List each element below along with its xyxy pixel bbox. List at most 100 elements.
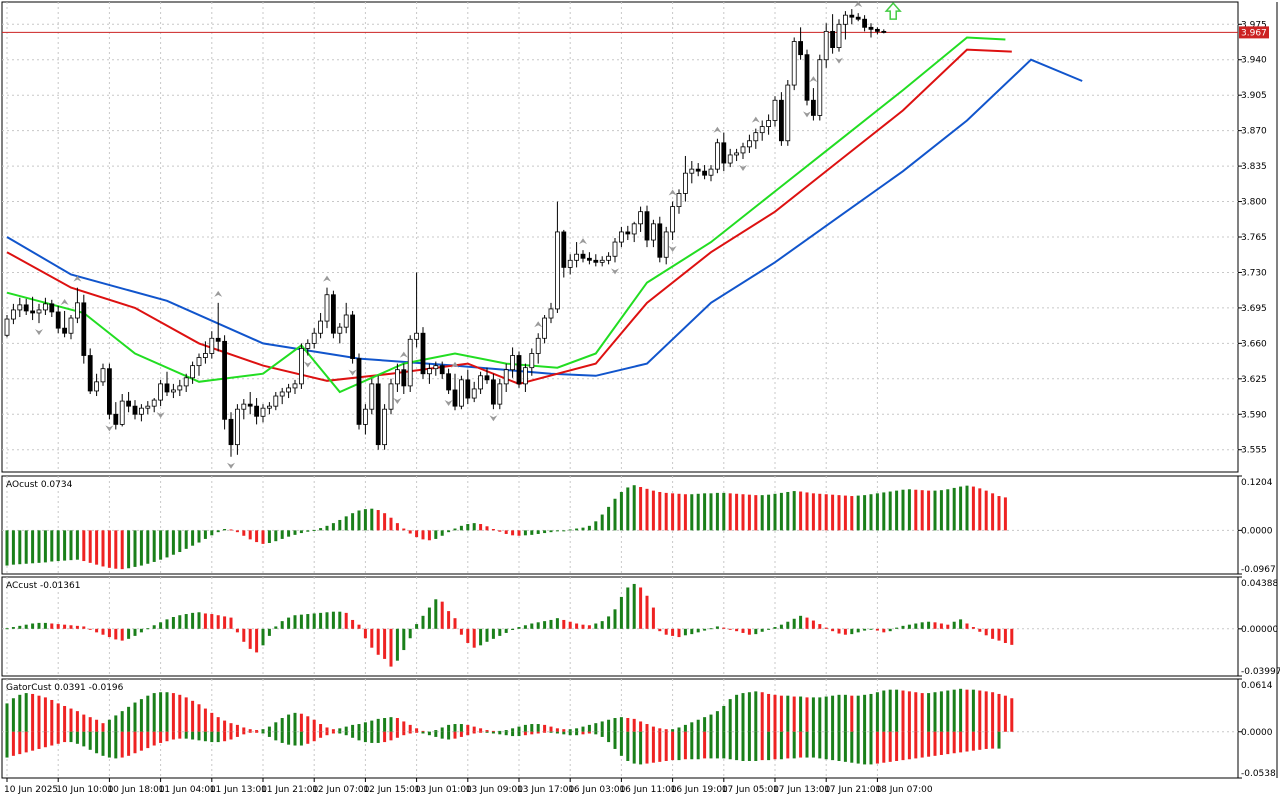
ac-bar [907, 624, 911, 629]
ao-bar [306, 530, 310, 532]
candle [804, 49, 810, 106]
ao-tick-label: 0.0000 [1241, 526, 1273, 536]
price-tick-label: 3.765 [1241, 233, 1267, 243]
ao-bar [459, 525, 463, 531]
gator-upper-bar [344, 726, 348, 732]
gator-upper-bar [907, 691, 911, 732]
time-label: 10 Jun 18:00 [107, 785, 164, 795]
ao-bar [735, 493, 739, 531]
gator-lower-bar [255, 731, 259, 733]
ac-bar [805, 617, 809, 629]
ao-bar [325, 525, 329, 531]
price-pane[interactable] [2, 1, 1238, 469]
ac-bar [639, 587, 643, 629]
ac-bar [43, 622, 47, 629]
axes: 3.975 3.940 3.905 3.870 3.835 3.800 3.765 3.730… [4, 20, 1280, 795]
ac-pane[interactable] [5, 583, 1014, 667]
gator-lower-bar [888, 731, 892, 762]
ac-bar [24, 624, 28, 629]
ao-bar [779, 492, 783, 531]
gator-upper-bar [568, 729, 572, 732]
gator-upper-bar [581, 726, 585, 732]
ao-bar [831, 494, 835, 531]
ao-pane[interactable] [5, 485, 1007, 570]
gator-upper-bar [216, 717, 220, 732]
ac-bar [1010, 628, 1014, 645]
bull-candle-body [311, 332, 317, 344]
ac-bar [491, 628, 495, 639]
ac-bar [536, 622, 540, 629]
ac-bar [888, 628, 892, 632]
gator-upper-bar [376, 718, 380, 732]
gator-upper-bar [818, 697, 822, 732]
ao-bar [760, 495, 764, 531]
ac-bar [613, 609, 617, 629]
bull-candle-body [234, 408, 240, 446]
gator-lower-bar [95, 731, 99, 754]
bull-candle-body [94, 381, 99, 392]
ac-bar [229, 617, 233, 629]
gator-lower-bar [933, 731, 937, 756]
ao-bar [767, 494, 771, 531]
ac-bar [248, 628, 252, 649]
ac-bar [869, 628, 873, 630]
gator-lower-bar [261, 731, 265, 734]
ao-bar [997, 496, 1001, 531]
fractal-down-icon [835, 57, 843, 64]
ao-bar [971, 486, 975, 531]
gator-lower-bar [645, 731, 649, 764]
ac-bar [683, 628, 687, 636]
ac-bar [165, 619, 169, 629]
ao-bar [805, 492, 809, 531]
gator-upper-bar [920, 693, 924, 732]
ac-bar [159, 622, 163, 629]
ac-bar [850, 628, 854, 635]
gator-upper-bar [299, 713, 303, 732]
bear-candle-body [644, 211, 650, 241]
gator-lower-bar [280, 731, 284, 743]
ac-bar [530, 623, 534, 629]
gator-upper-bar [178, 694, 182, 732]
gator-upper-bar [101, 723, 105, 732]
candle [663, 226, 669, 265]
gator-upper-bar [991, 692, 995, 732]
ao-tick-label: 0.1204 [1241, 478, 1273, 488]
candle [516, 351, 522, 388]
time-label: 16 Jun 03:00 [568, 785, 625, 795]
gator-lower-bar [357, 731, 361, 741]
candle [497, 378, 503, 410]
gator-upper-bar [383, 718, 387, 732]
gator-upper-bar [18, 694, 22, 732]
gator-lower-bar [594, 731, 598, 735]
bull-candle-body [548, 308, 554, 319]
gator-lower-bar [88, 731, 92, 750]
candle [721, 132, 727, 172]
bear-candle-body [356, 358, 362, 425]
ao-bar [319, 528, 323, 531]
fractal-up-icon [73, 275, 82, 282]
bear-candle-body [804, 54, 810, 101]
fractal-up-icon [214, 290, 223, 297]
ac-bar [331, 611, 335, 629]
candle [138, 404, 144, 422]
gator-pane[interactable] [5, 688, 1014, 765]
ac-bar [319, 612, 323, 629]
gator-lower-bar [165, 731, 169, 742]
ac-bar [875, 628, 879, 631]
bull-candle-body [689, 168, 695, 174]
gator-upper-bar [479, 728, 483, 732]
fractal-up-icon [854, 1, 863, 8]
candle [625, 225, 631, 241]
gator-upper-bar [152, 693, 156, 732]
bull-candle-body [670, 206, 675, 233]
bull-candle-body [75, 302, 80, 319]
ao-bar [363, 509, 367, 531]
gator-lower-bar [389, 731, 393, 741]
ao-bar [408, 530, 412, 534]
gator-lower-bar [754, 731, 758, 761]
ao-bar [811, 493, 815, 531]
gator-upper-bar [255, 730, 259, 732]
ac-bar [466, 628, 470, 643]
gator-upper-bar [210, 712, 214, 732]
